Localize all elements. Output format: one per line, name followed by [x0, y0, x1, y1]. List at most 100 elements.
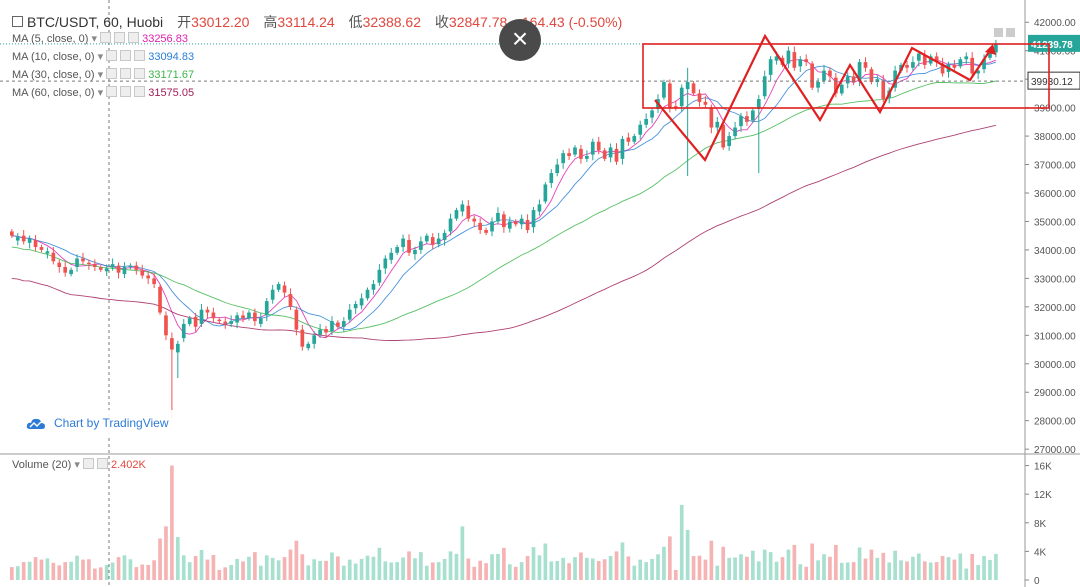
candle-body — [282, 285, 287, 293]
candle-body — [982, 59, 986, 70]
candle-body — [371, 284, 376, 290]
eye-icon[interactable] — [106, 86, 118, 97]
candle-body — [430, 237, 435, 245]
ma10-label: MA (10, close, 0) — [12, 51, 95, 63]
volume-bar — [181, 555, 186, 580]
volume-bar — [63, 562, 68, 580]
close-icon[interactable] — [134, 50, 146, 61]
ma5-legend[interactable]: MA (5, close, 0) ▾ 33256.83 — [12, 32, 188, 45]
volume-bar — [235, 558, 239, 580]
volume-bar — [845, 562, 850, 580]
volume-bar — [792, 544, 797, 580]
volume-bar — [27, 561, 32, 580]
candle-body — [668, 83, 672, 108]
volume-bar — [253, 552, 257, 580]
volume-label: Volume (20) — [12, 459, 72, 471]
close-icon[interactable] — [134, 86, 146, 97]
candle-body — [104, 268, 109, 272]
volume-bar — [519, 562, 524, 580]
ma30-legend[interactable]: MA (30, close, 0) ▾ 33171.67 — [12, 68, 195, 81]
candle-body — [745, 116, 749, 122]
candle-body — [33, 239, 38, 248]
volume-bar — [922, 561, 927, 580]
eye-icon[interactable] — [106, 50, 118, 61]
candle-body — [235, 315, 239, 323]
volume-bar — [839, 562, 844, 580]
maximize-icon[interactable] — [1006, 28, 1015, 37]
volume-bar — [531, 547, 536, 580]
candle-body — [158, 286, 162, 313]
close-icon[interactable] — [128, 32, 140, 43]
volume-bar — [247, 556, 251, 580]
ma10-value: 33094.83 — [148, 51, 195, 63]
volume-bar — [934, 562, 939, 580]
gear-icon[interactable] — [120, 68, 132, 79]
candle-body — [330, 321, 334, 332]
eye-icon[interactable] — [82, 458, 94, 469]
volume-bar — [454, 553, 459, 580]
candle-body — [407, 239, 411, 253]
volume-bar — [745, 556, 749, 580]
volume-bar — [282, 557, 287, 580]
volume-bar — [964, 568, 969, 580]
volume-bar — [573, 557, 577, 580]
candle-body — [199, 309, 204, 324]
candle-body — [679, 87, 684, 107]
volume-bar — [822, 554, 826, 580]
volume-bar — [359, 558, 364, 580]
volume-bar — [899, 560, 903, 580]
candle-body — [359, 298, 364, 306]
candle-body — [804, 59, 809, 63]
candle-body — [519, 218, 524, 225]
volume-bar — [51, 562, 56, 580]
candle-body — [276, 284, 281, 290]
volume-bar — [270, 557, 275, 580]
volume-tick-label: 16K — [1034, 462, 1052, 473]
volume-bar — [306, 565, 311, 580]
gear-icon[interactable] — [120, 50, 132, 61]
gear-icon[interactable] — [120, 86, 132, 97]
volume-bar — [668, 536, 672, 580]
volume-bar — [857, 547, 862, 580]
volume-bar — [395, 562, 400, 580]
volume-bar — [217, 569, 222, 580]
arrow-down-icon[interactable] — [994, 28, 1003, 37]
candle-body — [839, 84, 844, 94]
volume-bar — [798, 564, 803, 580]
candle-body — [691, 83, 696, 94]
candle-body — [834, 77, 838, 94]
volume-bar — [567, 563, 571, 580]
ma30-value: 33171.67 — [148, 69, 195, 81]
volume-bar — [549, 561, 554, 580]
pane-controls[interactable] — [994, 24, 1018, 42]
candle-body — [377, 269, 382, 283]
tradingview-badge[interactable]: Chart by TradingView — [20, 410, 175, 436]
volume-bar — [691, 556, 696, 580]
ma60-legend[interactable]: MA (60, close, 0) ▾ 31575.05 — [12, 86, 195, 99]
candle-body — [116, 265, 121, 273]
volume-bar — [413, 558, 417, 580]
volume-bar — [917, 553, 921, 580]
volume-bar — [15, 566, 20, 580]
volume-bar — [958, 553, 963, 580]
gear-icon[interactable] — [114, 32, 126, 43]
volume-legend[interactable]: Volume (20) ▾ 2.402K — [12, 458, 146, 471]
volume-bar — [229, 564, 234, 580]
eye-icon[interactable] — [100, 32, 112, 43]
volume-bar — [152, 560, 156, 580]
candle-body — [976, 70, 980, 74]
candle-body — [531, 210, 536, 228]
candle-body — [211, 312, 216, 319]
candle-body — [436, 238, 441, 245]
gear-icon[interactable] — [96, 458, 108, 469]
eye-icon[interactable] — [106, 68, 118, 79]
close-button[interactable]: × — [499, 19, 541, 61]
candle-body — [507, 221, 512, 229]
candle-body — [644, 119, 648, 125]
candle-body — [140, 270, 145, 276]
ma10-legend[interactable]: MA (10, close, 0) ▾ 33094.83 — [12, 50, 195, 63]
close-icon[interactable] — [134, 68, 146, 79]
volume-tick-label: 0 — [1034, 576, 1040, 587]
volume-bar — [383, 561, 388, 580]
